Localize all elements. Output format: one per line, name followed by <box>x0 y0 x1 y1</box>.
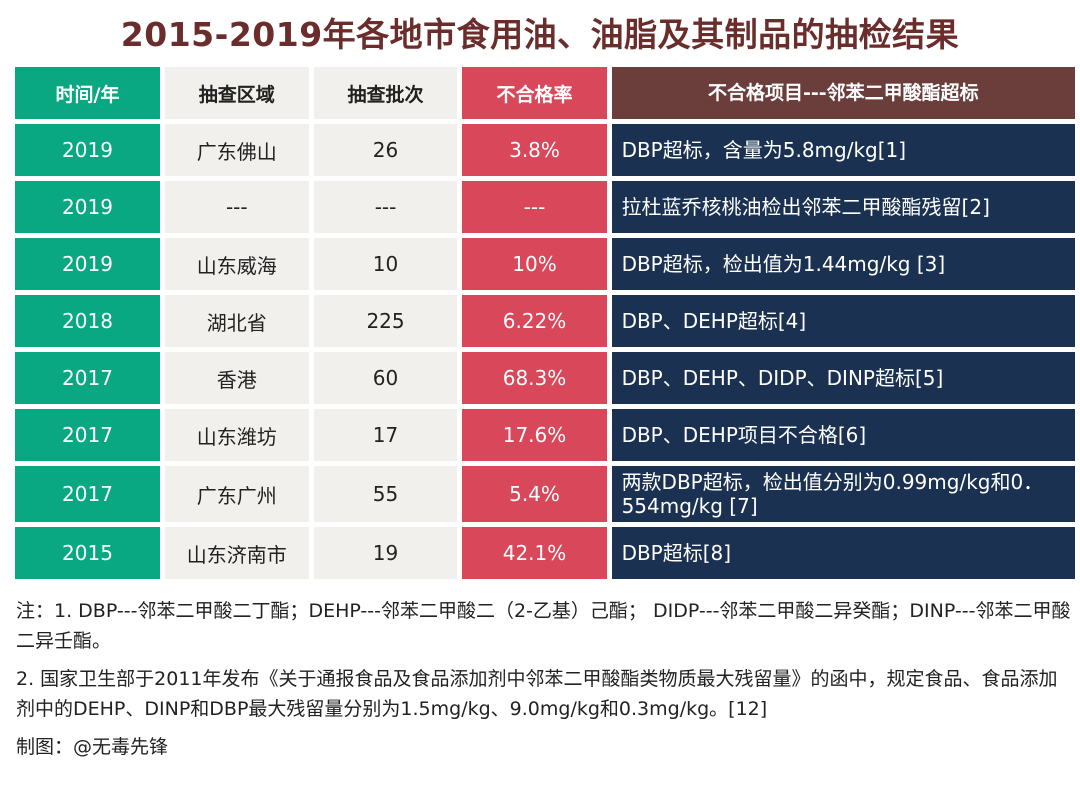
cell-year: 2018 <box>15 295 160 347</box>
cell-fail-items: DBP、DEHP项目不合格[6] <box>611 409 1075 461</box>
header-fail-items: 不合格项目---邻苯二甲酸酯超标 <box>611 67 1075 119</box>
header-region: 抽查区域 <box>164 67 309 119</box>
cell-year: 2019 <box>15 181 160 233</box>
cell-year: 2017 <box>15 352 160 404</box>
cell-region: 山东潍坊 <box>164 409 309 461</box>
credit: 制图：@无毒先锋 <box>16 736 169 758</box>
cell-batches: 19 <box>313 527 458 579</box>
header-batches: 抽查批次 <box>313 67 458 119</box>
cell-fail-rate: --- <box>462 181 607 233</box>
cell-fail-rate: 5.4% <box>462 466 607 522</box>
cell-batches: 55 <box>313 466 458 522</box>
cell-batches: 60 <box>313 352 458 404</box>
table-header-row: 时间/年 抽查区域 抽查批次 不合格率 不合格项目---邻苯二甲酸酯超标 <box>15 67 1075 119</box>
cell-batches: 17 <box>313 409 458 461</box>
cell-fail-items: 两款DBP超标，检出值分别为0.99mg/kg和0．554mg/kg [7] <box>611 466 1075 522</box>
cell-fail-items: DBP、DEHP、DIDP、DINP超标[5] <box>611 352 1075 404</box>
cell-batches: 26 <box>313 124 458 176</box>
cell-region: 广东广州 <box>164 466 309 522</box>
cell-year: 2019 <box>15 124 160 176</box>
cell-fail-rate: 10% <box>462 238 607 290</box>
table-row: 2018 湖北省 225 6.22% DBP、DEHP超标[4] <box>15 295 1075 347</box>
cell-region: 香港 <box>164 352 309 404</box>
note-2: 2. 国家卫生部于2011年发布《关于通报食品及食品添加剂中邻苯二甲酸酯类物质最… <box>16 668 1058 720</box>
cell-year: 2015 <box>15 527 160 579</box>
cell-fail-rate: 42.1% <box>462 527 607 579</box>
table-body: 2019 广东佛山 26 3.8% DBP超标，含量为5.8mg/kg[1] 2019 --… <box>15 124 1075 579</box>
table-row: 2017 山东潍坊 17 17.6% DBP、DEHP项目不合格[6] <box>15 409 1075 461</box>
cell-region: 湖北省 <box>164 295 309 347</box>
cell-year: 2019 <box>15 238 160 290</box>
cell-fail-items: DBP、DEHP超标[4] <box>611 295 1075 347</box>
table-row: 2017 广东广州 55 5.4% 两款DBP超标，检出值分别为0.99mg/kg和0．… <box>15 466 1075 522</box>
notes: 注：1. DBP---邻苯二甲酸二丁酯；DEHP---邻苯二甲酸二（2-乙基）己… <box>16 596 1071 770</box>
table-row: 2019 山东威海 10 10% DBP超标，检出值为1.44mg/kg [3] <box>15 238 1075 290</box>
cell-batches: 225 <box>313 295 458 347</box>
note-1: 注：1. DBP---邻苯二甲酸二丁酯；DEHP---邻苯二甲酸二（2-乙基）己… <box>16 600 1071 652</box>
cell-year: 2017 <box>15 409 160 461</box>
cell-region: 山东济南市 <box>164 527 309 579</box>
header-year: 时间/年 <box>15 67 160 119</box>
cell-region: 广东佛山 <box>164 124 309 176</box>
cell-fail-items: DBP超标，含量为5.8mg/kg[1] <box>611 124 1075 176</box>
cell-year: 2017 <box>15 466 160 522</box>
cell-fail-rate: 3.8% <box>462 124 607 176</box>
cell-batches: --- <box>313 181 458 233</box>
cell-fail-items: DBP超标[8] <box>611 527 1075 579</box>
table-row: 2015 山东济南市 19 42.1% DBP超标[8] <box>15 527 1075 579</box>
cell-fail-rate: 68.3% <box>462 352 607 404</box>
results-table: 时间/年 抽查区域 抽查批次 不合格率 不合格项目---邻苯二甲酸酯超标 2019 广东佛… <box>10 62 1080 584</box>
page-title: 2015-2019年各地市食用油、油脂及其制品的抽检结果 <box>120 15 960 54</box>
cell-region: --- <box>164 181 309 233</box>
table-row: 2017 香港 60 68.3% DBP、DEHP、DIDP、DINP超标[5] <box>15 352 1075 404</box>
header-fail-rate: 不合格率 <box>462 67 607 119</box>
cell-fail-rate: 6.22% <box>462 295 607 347</box>
table-row: 2019 广东佛山 26 3.8% DBP超标，含量为5.8mg/kg[1] <box>15 124 1075 176</box>
cell-fail-items: 拉杜蓝乔核桃油检出邻苯二甲酸酯残留[2] <box>611 181 1075 233</box>
cell-fail-items: DBP超标，检出值为1.44mg/kg [3] <box>611 238 1075 290</box>
cell-fail-rate: 17.6% <box>462 409 607 461</box>
cell-region: 山东威海 <box>164 238 309 290</box>
table-row: 2019 --- --- --- 拉杜蓝乔核桃油检出邻苯二甲酸酯残留[2] <box>15 181 1075 233</box>
cell-batches: 10 <box>313 238 458 290</box>
